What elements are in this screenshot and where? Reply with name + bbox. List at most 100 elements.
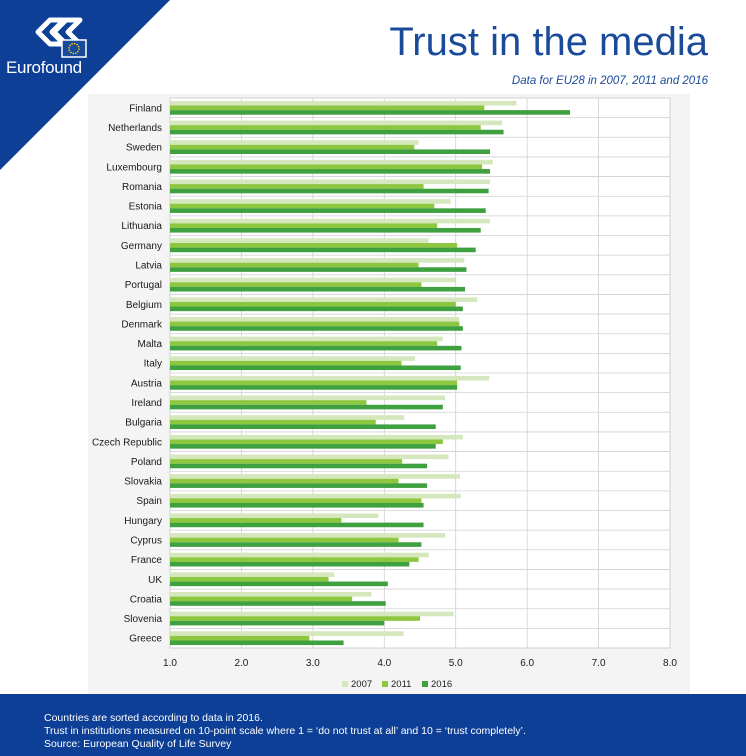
x-tick-label: 1.0 <box>163 658 177 669</box>
x-tick-label: 2.0 <box>234 658 248 669</box>
x-tick-label: 7.0 <box>592 658 606 669</box>
bar-2007-belgium <box>170 297 478 302</box>
legend-swatch-2011 <box>382 681 388 687</box>
x-tick-label: 5.0 <box>449 658 463 669</box>
category-label: Germany <box>121 241 162 252</box>
bar-2007-austria <box>170 375 490 381</box>
bar-2011-bulgaria <box>170 419 376 425</box>
bar-2011-czech-republic <box>170 439 443 445</box>
bar-2011-slovakia <box>170 478 399 484</box>
bar-2007-france <box>170 552 429 558</box>
bar-2016-latvia <box>170 267 467 272</box>
bar-2011-estonia <box>170 203 435 209</box>
category-label: Poland <box>131 457 162 468</box>
bar-2007-poland <box>170 454 449 460</box>
bar-2011-germany <box>170 243 458 248</box>
bar-2011-denmark <box>170 321 460 327</box>
bar-2011-italy <box>170 360 402 366</box>
legend-label-2016: 2016 <box>431 679 452 690</box>
bar-2007-bulgaria <box>170 415 405 420</box>
bar-2011-latvia <box>170 262 419 268</box>
footer-note-scale: Trust in institutions measured on 10-poi… <box>44 725 526 737</box>
category-label: Spain <box>136 496 162 507</box>
category-label: Belgium <box>126 300 162 311</box>
legend-label-2007: 2007 <box>351 679 372 690</box>
category-label: Slovenia <box>124 614 163 625</box>
bar-2011-slovenia <box>170 616 420 621</box>
bar-2007-sweden <box>170 140 419 145</box>
bar-2016-slovenia <box>170 620 385 626</box>
footer-note-sorting: Countries are sorted according to data i… <box>44 712 263 724</box>
bar-2011-hungary <box>170 518 342 523</box>
footer-note-source: Source: European Quality of Life Survey <box>44 738 232 750</box>
bar-2016-poland <box>170 463 428 469</box>
x-tick-label: 6.0 <box>520 658 534 669</box>
x-tick-label: 8.0 <box>663 658 677 669</box>
bar-2007-greece <box>170 631 404 636</box>
bar-2007-luxembourg <box>170 159 493 165</box>
bar-2007-portugal <box>170 277 456 283</box>
chart-panel: Finland Netherlands Sweden Luxembourg Romani… <box>88 94 690 694</box>
bar-2011-croatia <box>170 596 353 602</box>
bar-2007-slovenia <box>170 611 454 617</box>
bar-2007-ireland <box>170 395 445 401</box>
bar-2011-sweden <box>170 144 415 150</box>
bar-2007-czech-republic <box>170 434 463 440</box>
x-tick-label: 3.0 <box>306 658 320 669</box>
bar-2016-bulgaria <box>170 424 436 430</box>
bar-2016-austria <box>170 385 458 390</box>
bar-2007-uk <box>170 572 335 577</box>
bar-2011-portugal <box>170 282 422 287</box>
category-label: Denmark <box>121 319 163 330</box>
bar-2011-poland <box>170 459 403 464</box>
bar-2007-lithuania <box>170 218 490 224</box>
bar-2016-croatia <box>170 601 386 606</box>
bar-2016-hungary <box>170 522 424 528</box>
category-label: UK <box>148 575 162 586</box>
bar-2016-estonia <box>170 208 486 213</box>
bar-2007-hungary <box>170 513 379 519</box>
category-label: Croatia <box>130 594 163 605</box>
bar-2007-spain <box>170 493 461 499</box>
bar-2011-cyprus <box>170 537 399 543</box>
bar-2016-germany <box>170 247 476 253</box>
category-label: Latvia <box>135 260 162 271</box>
bar-2016-luxembourg <box>170 169 490 174</box>
category-label: Cyprus <box>130 535 162 546</box>
bar-2007-slovakia <box>170 474 460 479</box>
bar-2016-lithuania <box>170 227 481 233</box>
bar-2011-france <box>170 557 419 562</box>
legend-label-2011: 2011 <box>391 679 411 690</box>
bar-2011-belgium <box>170 301 456 307</box>
bar-2007-finland <box>170 100 517 106</box>
bar-2011-finland <box>170 105 485 111</box>
category-label: Portugal <box>125 280 162 291</box>
bar-2007-malta <box>170 336 443 342</box>
bar-2011-lithuania <box>170 223 438 228</box>
category-label: Netherlands <box>108 123 162 134</box>
bar-2011-luxembourg <box>170 164 483 170</box>
category-label: Austria <box>131 378 163 389</box>
bar-2016-italy <box>170 365 461 371</box>
bar-2011-netherlands <box>170 125 481 130</box>
category-label: Lithuania <box>121 221 162 232</box>
bar-2011-greece <box>170 635 310 641</box>
category-label: Estonia <box>129 202 163 213</box>
category-label: Slovakia <box>124 477 162 488</box>
bar-2011-uk <box>170 576 329 582</box>
bar-2011-romania <box>170 184 424 189</box>
bar-2016-spain <box>170 502 424 508</box>
bar-2011-spain <box>170 498 422 503</box>
footer-notes: Countries are sorted according to data i… <box>44 712 526 751</box>
bar-chart: Finland Netherlands Sweden Luxembourg Romani… <box>92 97 677 690</box>
eurofound-logo-icon <box>35 17 87 58</box>
category-label: Ireland <box>131 398 162 409</box>
category-label: Hungary <box>124 516 162 527</box>
bar-2016-greece <box>170 640 344 646</box>
bar-2016-malta <box>170 345 462 351</box>
brand-corner <box>0 0 170 170</box>
bar-2011-ireland <box>170 400 367 405</box>
bar-2016-netherlands <box>170 129 504 135</box>
bar-2016-france <box>170 561 410 567</box>
bar-2007-germany <box>170 238 429 244</box>
